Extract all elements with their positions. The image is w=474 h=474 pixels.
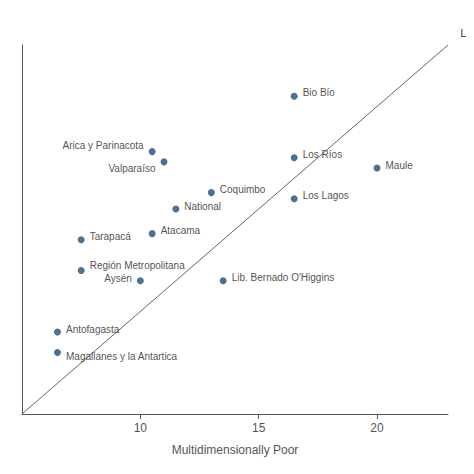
svg-text:Tarapacá: Tarapacá <box>90 231 132 242</box>
svg-text:Maule: Maule <box>386 160 414 171</box>
svg-text:Región Metropolitana: Región Metropolitana <box>90 260 185 271</box>
svg-text:Lib. Bernado O'Higgins: Lib. Bernado O'Higgins <box>232 272 335 283</box>
svg-text:Arica y Parinacota: Arica y Parinacota <box>63 140 145 151</box>
svg-text:Multidimensionally Poor: Multidimensionally Poor <box>172 443 299 457</box>
svg-text:Magallanes y la Antartica: Magallanes y la Antartica <box>66 351 178 362</box>
svg-text:Coquimbo: Coquimbo <box>220 184 266 195</box>
svg-text:Los Lagos: Los Lagos <box>303 190 349 201</box>
svg-text:15: 15 <box>252 421 266 435</box>
svg-text:Bio Bío: Bio Bío <box>303 87 336 98</box>
svg-text:National: National <box>184 201 221 212</box>
svg-text:Antofagasta: Antofagasta <box>66 324 120 335</box>
svg-text:10: 10 <box>134 421 148 435</box>
svg-text:Los Ríos: Los Ríos <box>303 149 342 160</box>
svg-text:Atacama: Atacama <box>161 225 201 236</box>
svg-text:Aysén: Aysén <box>104 273 132 284</box>
svg-text:L: L <box>460 28 466 39</box>
svg-text:20: 20 <box>370 421 384 435</box>
svg-text:Valparaíso: Valparaíso <box>108 163 156 174</box>
